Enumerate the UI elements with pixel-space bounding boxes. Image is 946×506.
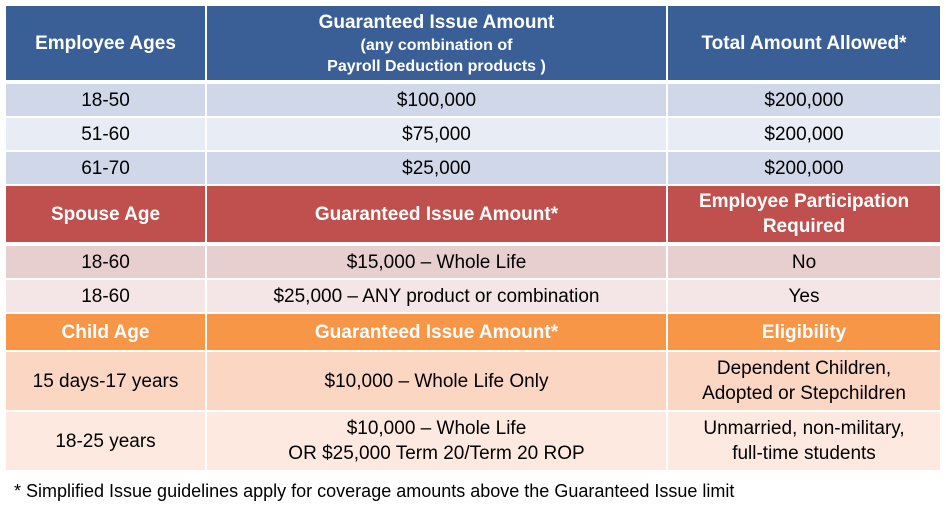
cell-text: (any combination of — [360, 36, 513, 54]
body-cell: $25,000 — [207, 152, 666, 184]
cell-text: $200,000 — [764, 89, 844, 111]
cell-text: $25,000 – ANY product or combination — [273, 285, 600, 307]
body-cell: 61-70 — [6, 152, 205, 184]
header-cell: Eligibility — [668, 314, 940, 350]
cell-text: 18-25 years — [55, 430, 156, 452]
cell-text: $200,000 — [764, 123, 844, 145]
cell-text: Total Amount Allowed* — [701, 32, 907, 54]
cell-text: Guaranteed Issue Amount* — [314, 321, 559, 343]
header-cell: Guaranteed Issue Amount* — [207, 314, 666, 350]
cell-text: $15,000 – Whole Life — [346, 251, 527, 273]
cell-text: Unmarried, non-military, — [703, 418, 905, 439]
body-cell: 18-50 — [6, 84, 205, 116]
header-cell: Guaranteed Issue Amount (any combination … — [207, 6, 666, 80]
cell-text: Payroll Deduction products ) — [327, 57, 546, 75]
body-cell: 18-25 years — [6, 412, 205, 470]
body-cell: 51-60 — [6, 118, 205, 150]
cell-text: $100,000 — [396, 89, 477, 111]
body-cell: $200,000 — [668, 84, 940, 116]
body-cell: 18-60 — [6, 280, 205, 312]
cell-text: Adopted or Stepchildren — [702, 383, 906, 404]
body-cell: $10,000 – Whole Life Only — [207, 352, 666, 410]
cell-text: $10,000 – Whole Life — [346, 418, 527, 439]
cell-text: Employee Participation — [698, 191, 910, 212]
cell-text: $75,000 — [402, 123, 471, 145]
cell-text: $10,000 – Whole Life Only — [324, 370, 549, 392]
header-cell: Employee Ages — [6, 6, 205, 80]
body-cell: Unmarried, non-military, full-time studen… — [668, 412, 940, 470]
body-cell: $200,000 — [668, 152, 940, 184]
body-cell: Yes — [668, 280, 940, 312]
body-cell: Dependent Children, Adopted or Stepchildr… — [668, 352, 940, 410]
cell-text: $200,000 — [764, 157, 844, 179]
body-cell: $200,000 — [668, 118, 940, 150]
header-cell: Spouse Age — [6, 186, 205, 242]
body-cell: 18-60 — [6, 246, 205, 278]
cell-text: 51-60 — [81, 123, 130, 145]
cell-text: full-time students — [732, 443, 876, 464]
body-cell: $25,000 – ANY product or combination — [207, 280, 666, 312]
body-cell: $75,000 — [207, 118, 666, 150]
header-cell: Child Age — [6, 314, 205, 350]
cell-text: Eligibility — [761, 321, 847, 343]
cell-text: 15 days-17 years — [32, 370, 179, 392]
body-cell: $100,000 — [207, 84, 666, 116]
cell-text: 18-60 — [81, 251, 130, 273]
cell-text: OR $25,000 Term 20/Term 20 ROP — [288, 443, 585, 464]
cell-text: Employee Ages — [35, 32, 176, 54]
body-cell: 15 days-17 years — [6, 352, 205, 410]
cell-text: Child Age — [61, 321, 150, 343]
footnote: * Simplified Issue guidelines apply for … — [14, 481, 735, 501]
body-cell: $15,000 – Whole Life — [207, 246, 666, 278]
cell-text: Guaranteed Issue Amount — [318, 11, 555, 33]
cell-text: 18-50 — [81, 89, 130, 111]
cell-text: 61-70 — [81, 157, 130, 179]
body-cell: $10,000 – Whole Life OR $25,000 Term 20/T… — [207, 412, 666, 470]
cell-text: 18-60 — [81, 285, 130, 307]
cell-text: Guaranteed Issue Amount* — [314, 203, 559, 225]
cell-text: No — [791, 251, 817, 273]
cell-text: $25,000 — [402, 157, 471, 179]
cell-text: Spouse Age — [50, 203, 161, 225]
header-cell: Employee Participation Required — [668, 186, 940, 242]
cell-text: Yes — [788, 285, 820, 307]
header-cell: Guaranteed Issue Amount* — [207, 186, 666, 242]
cell-text: Dependent Children, — [716, 358, 892, 379]
body-cell: No — [668, 246, 940, 278]
header-cell: Total Amount Allowed* — [668, 6, 940, 80]
cell-text: Required — [762, 216, 846, 237]
